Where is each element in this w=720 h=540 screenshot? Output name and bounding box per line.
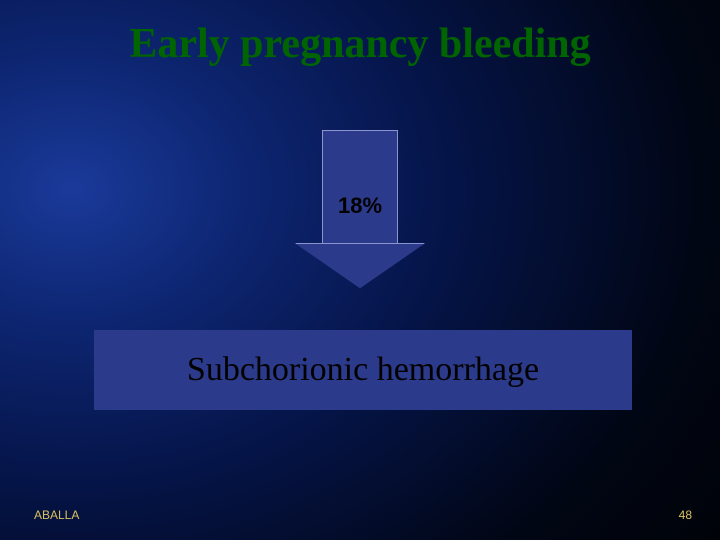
down-arrow: 18%	[295, 130, 425, 290]
arrow-shaft: 18%	[322, 130, 398, 245]
result-box: Subchorionic hemorrhage	[94, 330, 632, 410]
slide-number: 48	[679, 508, 692, 522]
result-text: Subchorionic hemorrhage	[187, 351, 539, 389]
arrow-head	[296, 244, 424, 288]
footer-author: ABALLA	[34, 508, 79, 522]
slide: Early pregnancy bleeding 18% Subchorioni…	[0, 0, 720, 540]
slide-title: Early pregnancy bleeding	[0, 20, 720, 68]
arrow-label: 18%	[338, 157, 382, 219]
